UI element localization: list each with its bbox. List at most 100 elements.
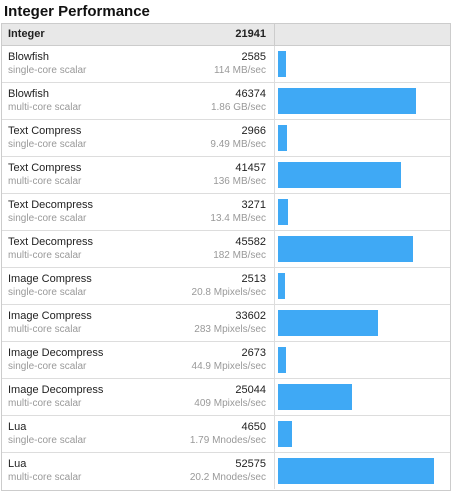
test-kind: multi-core scalar (8, 102, 82, 113)
score-bar (278, 421, 292, 447)
test-score: 41457 (235, 162, 266, 174)
table-header-row: Integer 21941 (2, 24, 450, 46)
score-bar (278, 51, 286, 77)
test-score: 25044 (235, 384, 266, 396)
table-row: Blowfish single-core scalar 2585 114 MB/sec (2, 46, 450, 83)
score-bar (278, 310, 378, 336)
test-name: Image Decompress (8, 384, 104, 396)
score-bar-track (278, 236, 434, 262)
test-name: Image Decompress (8, 347, 104, 359)
test-name: Image Compress (8, 273, 92, 285)
test-rate: 283 Mpixels/sec (194, 324, 266, 335)
test-name: Blowfish (8, 88, 49, 100)
test-kind: single-core scalar (8, 435, 87, 446)
test-rate: 1.79 Mnodes/sec (189, 435, 266, 446)
test-rate: 1.86 GB/sec (210, 102, 266, 113)
score-bar-track (278, 273, 434, 299)
test-score: 52575 (235, 458, 266, 470)
test-score: 33602 (235, 310, 266, 322)
test-name: Lua (8, 421, 27, 433)
column-divider (274, 24, 275, 45)
test-score: 2585 (241, 51, 266, 63)
score-bar (278, 384, 352, 410)
test-name: Text Compress (8, 162, 82, 174)
test-name: Text Compress (8, 125, 82, 137)
test-score: 46374 (235, 88, 266, 100)
score-bar-track (278, 51, 434, 77)
table-row: Image Compress multi-core scalar 33602 283 … (2, 305, 450, 342)
score-bar-track (278, 162, 434, 188)
score-bar (278, 273, 285, 299)
test-score: 2513 (241, 273, 266, 285)
test-kind: single-core scalar (8, 139, 87, 150)
score-bar-track (278, 125, 434, 151)
test-score: 4650 (241, 421, 266, 433)
score-bar (278, 88, 416, 114)
test-kind: multi-core scalar (8, 398, 82, 409)
table-row: Image Compress single-core scalar 2513 20.8… (2, 268, 450, 305)
test-rate: 136 MB/sec (213, 176, 266, 187)
header-score: 21941 (235, 28, 266, 40)
column-divider (274, 379, 275, 415)
column-divider (274, 453, 275, 489)
test-rate: 20.2 Mnodes/sec (189, 472, 266, 483)
score-bar (278, 236, 413, 262)
score-bar (278, 458, 434, 484)
test-kind: single-core scalar (8, 65, 87, 76)
column-divider (274, 157, 275, 193)
test-rate: 409 Mpixels/sec (194, 398, 266, 409)
test-name: Blowfish (8, 51, 49, 63)
test-name: Lua (8, 458, 27, 470)
score-bar (278, 347, 286, 373)
test-kind: multi-core scalar (8, 176, 82, 187)
column-divider (274, 268, 275, 304)
score-bar-track (278, 310, 434, 336)
test-score: 2966 (241, 125, 266, 137)
test-kind: single-core scalar (8, 361, 87, 372)
score-bar (278, 162, 401, 188)
score-bar-track (278, 88, 434, 114)
score-bar (278, 125, 287, 151)
table-row: Lua multi-core scalar 52575 20.2 Mnodes/sec (2, 453, 450, 490)
score-bar-track (278, 458, 434, 484)
table-row: Text Compress multi-core scalar 41457 136 M… (2, 157, 450, 194)
test-kind: single-core scalar (8, 287, 87, 298)
test-rate: 20.8 Mpixels/sec (191, 287, 266, 298)
score-bar-track (278, 199, 434, 225)
test-rate: 114 MB/sec (213, 65, 266, 76)
column-divider (274, 46, 275, 82)
section-title: Integer Performance (4, 3, 150, 20)
test-rate: 13.4 MB/sec (210, 213, 266, 224)
table-row: Text Decompress multi-core scalar 45582 182… (2, 231, 450, 268)
header-name: Integer (8, 28, 45, 40)
test-score: 2673 (241, 347, 266, 359)
table-row: Image Decompress multi-core scalar 25044 40… (2, 379, 450, 416)
test-kind: single-core scalar (8, 213, 87, 224)
table-row: Lua single-core scalar 4650 1.79 Mnodes/sec (2, 416, 450, 453)
table-row: Text Decompress single-core scalar 3271 13.… (2, 194, 450, 231)
column-divider (274, 416, 275, 452)
test-kind: multi-core scalar (8, 250, 82, 261)
table-row: Image Decompress single-core scalar 2673 44… (2, 342, 450, 379)
results-table: Integer 21941 Blowfish single-core scalar… (1, 23, 451, 491)
table-row: Blowfish multi-core scalar 46374 1.86 GB/se… (2, 83, 450, 120)
score-bar-track (278, 384, 434, 410)
score-bar-track (278, 421, 434, 447)
score-bar-track (278, 347, 434, 373)
test-name: Text Decompress (8, 199, 93, 211)
test-score: 45582 (235, 236, 266, 248)
test-name: Image Compress (8, 310, 92, 322)
test-score: 3271 (241, 199, 266, 211)
column-divider (274, 342, 275, 378)
column-divider (274, 120, 275, 156)
column-divider (274, 305, 275, 341)
column-divider (274, 231, 275, 267)
column-divider (274, 194, 275, 230)
score-bar (278, 199, 288, 225)
table-row: Text Compress single-core scalar 2966 9.49 … (2, 120, 450, 157)
test-kind: multi-core scalar (8, 324, 82, 335)
test-rate: 9.49 MB/sec (210, 139, 266, 150)
test-rate: 44.9 Mpixels/sec (191, 361, 266, 372)
test-name: Text Decompress (8, 236, 93, 248)
